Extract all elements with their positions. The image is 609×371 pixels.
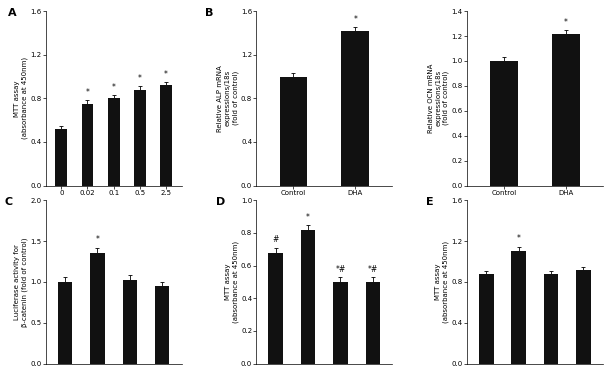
Bar [280,76,308,186]
Text: DHA (μ M): DHA (μ M) [96,215,132,221]
Bar [55,129,67,186]
Bar [512,252,526,364]
Text: E: E [426,197,434,207]
Text: *: * [138,74,142,83]
Bar [155,286,169,364]
Bar [58,282,72,364]
Y-axis label: Luciferase activity for
β-catenin (fold of control): Luciferase activity for β-catenin (fold … [14,237,28,327]
Y-axis label: Relative ALP mRNA
expressions/18s
(fold of control): Relative ALP mRNA expressions/18s (fold … [217,65,239,132]
Y-axis label: MTT assay
(absorbance at 450nm): MTT assay (absorbance at 450nm) [435,241,449,323]
Bar [90,253,105,364]
Bar [333,282,348,364]
Bar [160,85,172,186]
Text: C: C [5,197,13,207]
Text: *#: *# [368,265,378,274]
Bar [544,274,558,364]
Bar [576,270,591,364]
Bar [122,280,137,364]
Bar [341,31,369,186]
Text: *: * [111,83,116,92]
Bar [552,33,580,186]
Y-axis label: MTT assay
(absorbance at 450nm): MTT assay (absorbance at 450nm) [225,241,239,323]
Bar [269,253,283,364]
Text: *: * [85,88,90,97]
Bar [134,89,146,186]
Y-axis label: MTT assay
(absorbance at 450nm): MTT assay (absorbance at 450nm) [14,57,28,139]
Text: *: * [164,70,168,79]
Text: *: * [306,213,310,221]
Text: *: * [517,234,521,243]
Y-axis label: Relative OCN mRNA
expressions/18s
(fold of control): Relative OCN mRNA expressions/18s (fold … [428,64,449,133]
Text: *: * [353,15,357,24]
Bar [301,230,315,364]
Text: *: * [96,236,99,244]
Text: *: * [564,18,568,27]
Text: B: B [205,8,213,18]
Text: *#: *# [336,265,345,274]
Bar [479,274,494,364]
Bar [82,104,93,186]
Text: #: # [273,236,279,244]
Text: D: D [216,197,225,207]
Bar [108,98,119,186]
Bar [365,282,380,364]
Text: A: A [8,8,16,18]
Bar [490,61,518,186]
